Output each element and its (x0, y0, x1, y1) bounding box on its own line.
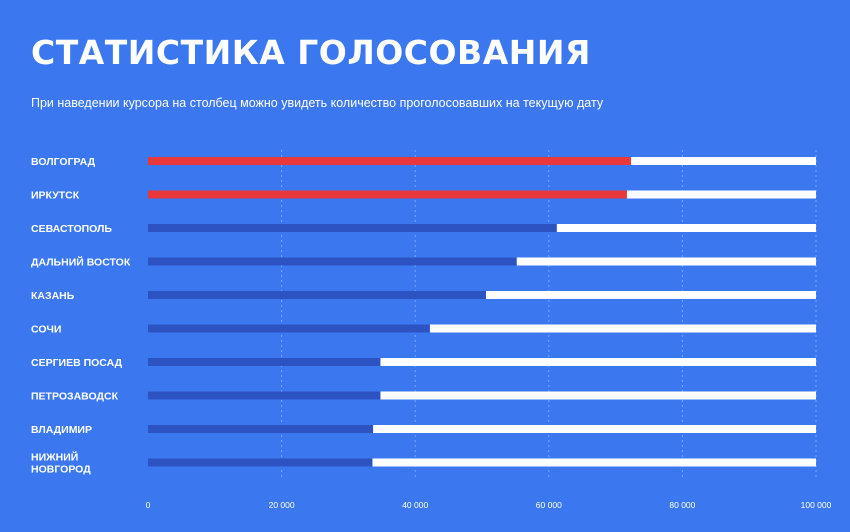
bar[interactable] (148, 257, 517, 266)
category-label: ВЛАДИМИР (31, 424, 92, 436)
category-label: СЕРГИЕВ ПОСАД (31, 357, 123, 369)
bar[interactable] (148, 157, 631, 165)
category-label: КАЗАНЬ (31, 290, 75, 302)
x-tick-label: 40 000 (402, 500, 428, 510)
x-tick-label: 0 (146, 500, 151, 510)
bar-track (148, 324, 816, 333)
x-axis: 0 20 000 40 000 60 000 80 000 100 000 (146, 500, 832, 510)
x-tick-label: 100 000 (801, 500, 832, 510)
x-tick-label: 80 000 (669, 500, 695, 510)
bar[interactable] (148, 358, 381, 366)
x-tick-label: 60 000 (536, 500, 562, 510)
bar-track (148, 425, 816, 433)
category-label: ПЕТРОЗАВОДСК (31, 391, 119, 403)
bar[interactable] (148, 391, 381, 400)
bar-track (148, 458, 816, 467)
bar-track (148, 391, 816, 400)
x-tick-label: 20 000 (269, 500, 295, 510)
category-label: ДАЛЬНИЙ ВОСТОК (31, 256, 131, 269)
category-label: СОЧИ (31, 324, 61, 336)
page-subtitle: При наведении курсора на столбец можно у… (31, 96, 604, 110)
category-label: ВОЛГОГРАД (31, 156, 96, 168)
category-labels: ВОЛГОГРАД ИРКУТСК СЕВАСТОПОЛЬ ДАЛЬНИЙ ВОСТО… (31, 156, 131, 476)
bar[interactable] (148, 425, 374, 433)
bar[interactable] (148, 291, 487, 299)
bar[interactable] (148, 224, 557, 232)
bar-track (148, 358, 816, 366)
category-label: ИРКУТСК (31, 190, 80, 202)
bar[interactable] (148, 190, 627, 199)
page-title: СТАТИСТИКА ГОЛОСОВАНИЯ (31, 33, 591, 72)
category-label: НИЖНИЙ НОВГОРОД (31, 451, 91, 476)
bars (148, 157, 816, 467)
bar[interactable] (148, 324, 430, 333)
bar[interactable] (148, 458, 373, 467)
category-label: СЕВАСТОПОЛЬ (31, 223, 112, 235)
